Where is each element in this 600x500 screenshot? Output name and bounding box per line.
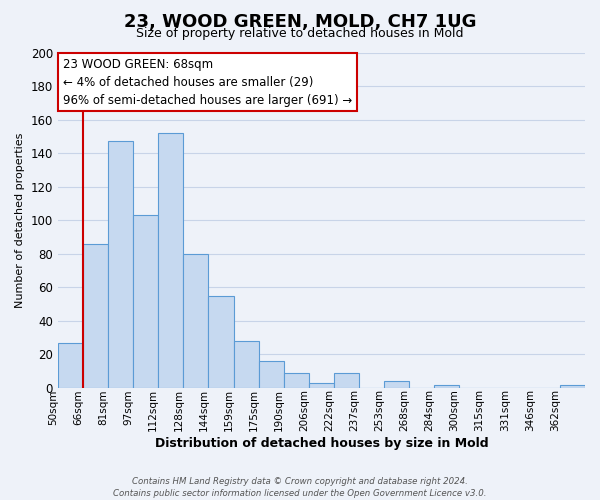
Bar — [208, 296, 233, 388]
Bar — [58, 342, 83, 388]
Bar — [133, 215, 158, 388]
Text: 23 WOOD GREEN: 68sqm
← 4% of detached houses are smaller (29)
96% of semi-detach: 23 WOOD GREEN: 68sqm ← 4% of detached ho… — [63, 58, 352, 106]
Bar — [184, 254, 208, 388]
Text: Contains HM Land Registry data © Crown copyright and database right 2024.
Contai: Contains HM Land Registry data © Crown c… — [113, 476, 487, 498]
Bar — [108, 142, 133, 388]
X-axis label: Distribution of detached houses by size in Mold: Distribution of detached houses by size … — [155, 437, 488, 450]
Bar — [434, 384, 460, 388]
Text: Size of property relative to detached houses in Mold: Size of property relative to detached ho… — [136, 28, 464, 40]
Bar — [83, 244, 108, 388]
Bar — [259, 361, 284, 388]
Bar — [384, 381, 409, 388]
Text: 23, WOOD GREEN, MOLD, CH7 1UG: 23, WOOD GREEN, MOLD, CH7 1UG — [124, 12, 476, 30]
Bar — [334, 373, 359, 388]
Bar — [284, 373, 309, 388]
Y-axis label: Number of detached properties: Number of detached properties — [15, 132, 25, 308]
Bar — [158, 133, 184, 388]
Bar — [233, 341, 259, 388]
Bar — [309, 383, 334, 388]
Bar — [560, 384, 585, 388]
